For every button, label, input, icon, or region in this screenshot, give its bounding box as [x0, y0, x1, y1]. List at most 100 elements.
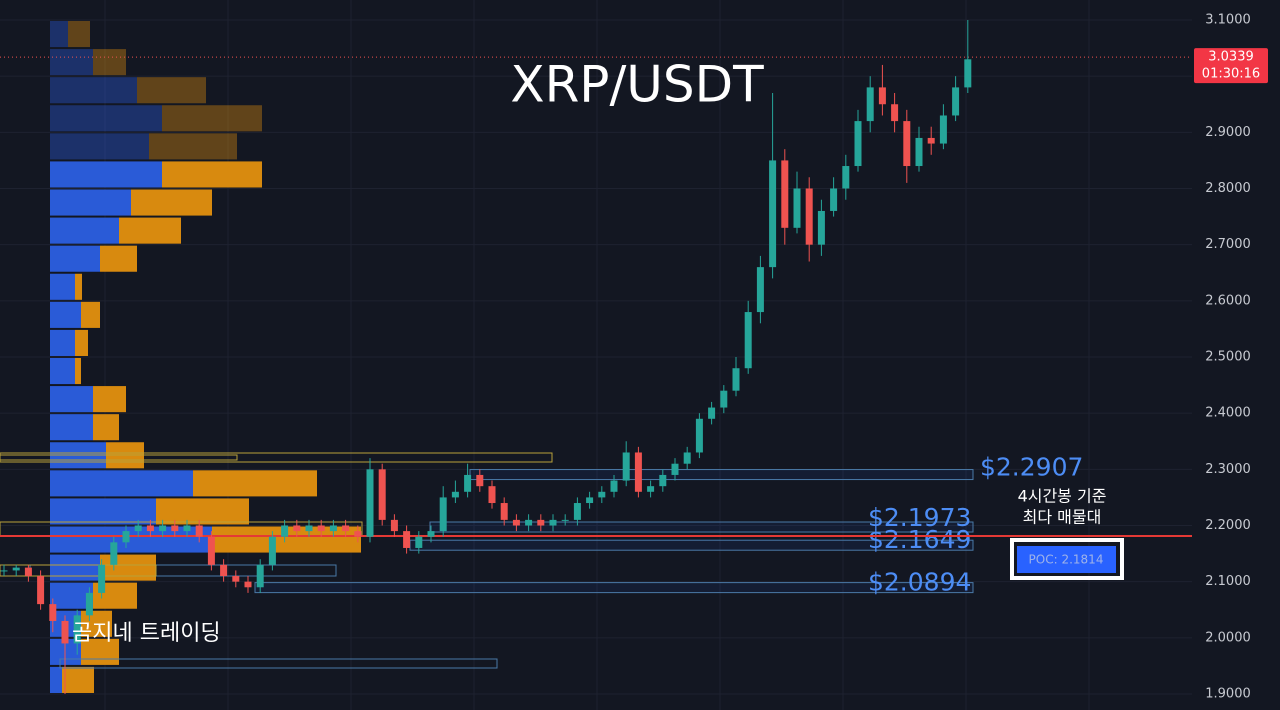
vp-buy: [50, 105, 162, 132]
vp-buy: [50, 470, 193, 497]
vp-buy: [50, 357, 75, 385]
vp-sell: [100, 245, 137, 272]
vp-buy: [50, 161, 162, 188]
candle-body: [134, 525, 142, 532]
candle-body: [98, 564, 106, 593]
vp-sell: [75, 329, 88, 356]
candle-body: [61, 620, 69, 644]
candle-body: [561, 519, 569, 521]
vp-sell: [81, 638, 119, 665]
note: 최다 매물대: [1023, 508, 1102, 527]
y-tick-label: 3.1000: [1205, 12, 1251, 27]
candle-body: [573, 503, 581, 520]
y-tick-label: 2.6000: [1205, 293, 1251, 308]
candle-body: [439, 497, 447, 532]
candle-body: [49, 604, 57, 621]
y-tick-label: 2.2000: [1205, 518, 1251, 533]
candle-body: [268, 536, 276, 565]
candle-body: [281, 525, 289, 537]
vp-sell: [131, 189, 212, 216]
candle-body: [390, 519, 398, 532]
candle-body: [378, 469, 386, 520]
vp-buy: [50, 554, 100, 581]
vp-buy: [50, 77, 137, 104]
poc-frame: [1010, 538, 1124, 580]
vp-buy: [50, 20, 68, 48]
levels: $2.2907 $2.1973$2.1649 $2.0894: [0, 56, 1192, 597]
candle-body: [183, 525, 191, 532]
candle-body: [451, 491, 459, 498]
vp-sell: [137, 77, 206, 104]
level-box: [429, 521, 974, 533]
candle-body: [500, 503, 508, 520]
candle-body: [830, 188, 838, 211]
candle-body: [73, 615, 81, 644]
countdown: 01:30:16: [1202, 67, 1260, 82]
vp-sell: [156, 498, 249, 525]
candle-body: [427, 531, 435, 537]
candle-body: [488, 486, 496, 504]
last-price-box: [1194, 48, 1268, 84]
vp-buy: [50, 217, 119, 244]
candle-body: [793, 188, 801, 228]
candle-body: [220, 564, 228, 577]
vp-buy: [50, 582, 93, 609]
vp-buy: [50, 329, 75, 356]
vp-sell: [119, 217, 181, 244]
candle-body: [647, 486, 655, 492]
candle-body: [805, 188, 813, 245]
candle-body: [842, 166, 850, 189]
vp-buy: [50, 273, 75, 300]
candle-body: [171, 525, 179, 532]
vp-sell: [100, 554, 156, 581]
y-tick-label: 2.3000: [1205, 462, 1251, 477]
candle-body: [781, 160, 789, 228]
candle-body: [464, 474, 472, 492]
box: [59, 658, 498, 669]
candle-body: [549, 519, 557, 526]
candle-body: [0, 570, 8, 572]
vp-buy: [50, 49, 93, 76]
vp-sell: [193, 470, 317, 497]
level-label: $2.0894: [868, 568, 971, 597]
candle-body: [24, 567, 32, 577]
candle-body: [366, 469, 374, 537]
candle-body: [598, 491, 606, 498]
candle-body: [403, 531, 411, 548]
candle-body: [915, 137, 923, 167]
candle-body: [110, 542, 118, 565]
candle-body: [769, 160, 777, 268]
chart-title: XRP/USDT: [510, 56, 764, 114]
candle-body: [207, 536, 215, 565]
vp-buy: [50, 245, 100, 272]
candle-body: [939, 115, 947, 144]
candle-body: [146, 525, 154, 532]
candle-body: [878, 87, 886, 105]
candle-body: [354, 531, 362, 537]
candle-body: [85, 592, 93, 616]
candle-body: [329, 525, 337, 532]
candle-body: [305, 525, 313, 532]
poc-label: POC: 2.1814: [1029, 553, 1104, 567]
candle-body: [476, 474, 484, 487]
candle-body: [415, 536, 423, 548]
y-tick-label: 2.4000: [1205, 406, 1251, 421]
box: [0, 564, 157, 577]
vp-buy: [50, 498, 156, 525]
level-box: [254, 582, 974, 594]
candle-body: [744, 312, 752, 369]
vp-buy: [50, 414, 93, 441]
candle-body: [671, 463, 679, 475]
candle-body: [891, 104, 899, 122]
candle-body: [317, 525, 325, 532]
level-label: $2.1973: [868, 503, 971, 532]
candle-body: [866, 87, 874, 122]
y-tick-label: 2.0000: [1205, 630, 1251, 645]
vp-sell: [149, 133, 237, 160]
candle-body: [195, 525, 203, 537]
candle-body: [854, 121, 862, 167]
box: [0, 454, 238, 461]
vp-sell: [75, 357, 81, 385]
vp-sell: [93, 414, 119, 441]
candle-body: [122, 531, 130, 543]
